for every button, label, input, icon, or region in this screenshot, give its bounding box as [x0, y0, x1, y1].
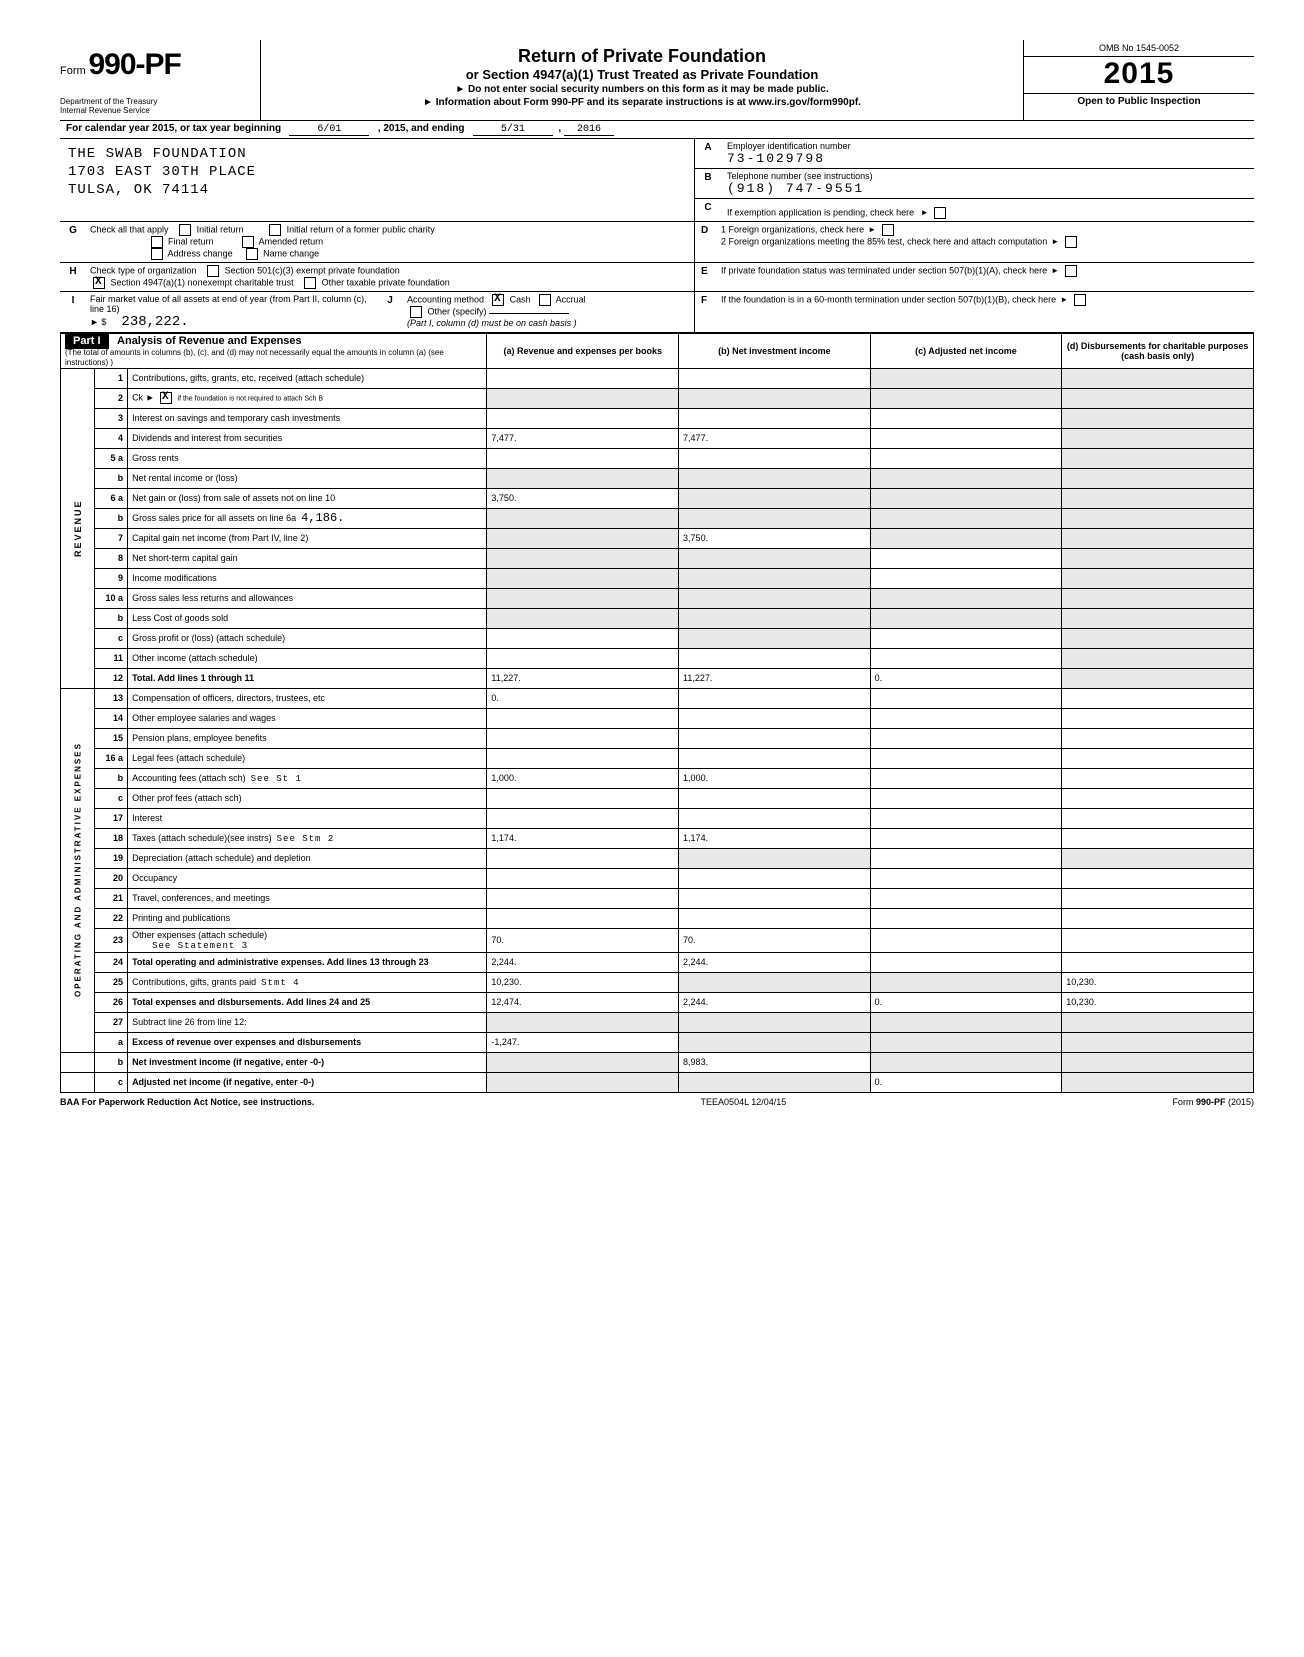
cal-end-m: 5/31 — [473, 124, 553, 136]
F-label: If the foundation is in a 60-month termi… — [721, 294, 1056, 304]
cal-label: For calendar year 2015, or tax year begi… — [66, 123, 281, 134]
J-label: Accounting method — [407, 294, 484, 304]
row-G: G Check all that apply Initial return In… — [60, 222, 1254, 263]
boxC-label: If exemption application is pending, che… — [727, 207, 914, 217]
schB-check[interactable] — [160, 392, 172, 404]
G-namechange[interactable] — [246, 248, 258, 260]
side-revenue: REVENUE — [61, 368, 95, 688]
row-H: H Check type of organization Section 501… — [60, 263, 1254, 292]
footer-mid: TEEA0504L 12/04/15 — [701, 1097, 787, 1107]
G-addrchange[interactable] — [151, 248, 163, 260]
fmv: 238,222. — [121, 314, 188, 330]
title-block: Return of Private Foundation or Section … — [260, 40, 1024, 120]
D1-check[interactable] — [882, 224, 894, 236]
title-note2: ► Information about Form 990-PF and its … — [265, 97, 1019, 108]
org-address: THE SWAB FOUNDATION 1703 EAST 30TH PLACE… — [60, 139, 694, 221]
org-name: THE SWAB FOUNDATION — [68, 145, 686, 163]
open-inspection: Open to Public Inspection — [1024, 94, 1254, 109]
arrow-icon — [864, 224, 876, 234]
header-grid: THE SWAB FOUNDATION 1703 EAST 30TH PLACE… — [60, 139, 1254, 222]
G-label: Check all that apply — [90, 224, 169, 234]
part1-label: Part I — [65, 333, 109, 349]
boxA-label: Employer identification number — [727, 141, 1248, 151]
E-check[interactable] — [1065, 265, 1077, 277]
form-number-block: Form 990-PF Department of the Treasury I… — [60, 40, 260, 120]
form-header: Form 990-PF Department of the Treasury I… — [60, 40, 1254, 121]
I-label: Fair market value of all assets at end o… — [90, 294, 367, 314]
title-sub: or Section 4947(a)(1) Trust Treated as P… — [265, 67, 1019, 82]
D2: 2 Foreign organizations meeting the 85% … — [721, 236, 1047, 246]
cal-begin: 6/01 — [289, 124, 369, 136]
title-note1: ► Do not enter social security numbers o… — [265, 84, 1019, 95]
colB: (b) Net investment income — [679, 333, 871, 368]
footer-right: Form 990-PF (2015) — [1172, 1097, 1254, 1107]
H-other[interactable] — [304, 277, 316, 289]
H-4947[interactable] — [93, 277, 105, 289]
arrow-icon — [917, 207, 929, 217]
footer-left: BAA For Paperwork Reduction Act Notice, … — [60, 1097, 314, 1107]
arrow-icon — [1047, 265, 1059, 275]
H-501c3[interactable] — [207, 265, 219, 277]
D2-check[interactable] — [1065, 236, 1077, 248]
part1-title: Analysis of Revenue and Expenses — [111, 333, 308, 349]
part1-table: Part I Analysis of Revenue and Expenses … — [60, 333, 1254, 1093]
omb: OMB No 1545-0052 — [1024, 40, 1254, 57]
cal-mid: , 2015, and ending — [378, 123, 465, 134]
cal-end-y: 2016 — [564, 124, 614, 136]
tax-year: 2015 — [1024, 57, 1254, 94]
footer: BAA For Paperwork Reduction Act Notice, … — [60, 1093, 1254, 1107]
right-block: OMB No 1545-0052 2015 Open to Public Ins… — [1024, 40, 1254, 120]
G-initial-former[interactable] — [269, 224, 281, 236]
H-label: Check type of organization — [90, 265, 197, 275]
G-amended[interactable] — [242, 236, 254, 248]
form-word: Form — [60, 65, 86, 77]
ein: 73-1029798 — [727, 151, 1248, 166]
right-stack: A Employer identification number 73-1029… — [694, 139, 1254, 221]
J-note: (Part I, column (d) must be on cash basi… — [407, 318, 577, 328]
colC: (c) Adjusted net income — [870, 333, 1062, 368]
J-cash[interactable] — [492, 294, 504, 306]
org-addr1: 1703 EAST 30TH PLACE — [68, 163, 686, 181]
colA: (a) Revenue and expenses per books — [487, 333, 679, 368]
form-number: 990-PF — [88, 48, 180, 81]
side-opex: OPERATING AND ADMINISTRATIVE EXPENSES — [61, 688, 95, 1052]
dept-treasury: Department of the Treasury Internal Reve… — [60, 98, 250, 116]
part1-note: (The total of amounts in columns (b), (c… — [65, 348, 444, 367]
colD: (d) Disbursements for charitable purpose… — [1062, 333, 1254, 368]
boxB-label: Telephone number (see instructions) — [727, 171, 1248, 181]
F-check[interactable] — [1074, 294, 1086, 306]
boxC-check[interactable] — [934, 207, 946, 219]
G-final[interactable] — [151, 236, 163, 248]
phone: (918) 747-9551 — [727, 181, 1248, 196]
title-main: Return of Private Foundation — [265, 46, 1019, 67]
E-label: If private foundation status was termina… — [721, 265, 1047, 275]
row-IJ: I Fair market value of all assets at end… — [60, 292, 1254, 333]
org-addr2: TULSA, OK 74114 — [68, 181, 686, 199]
G-initial[interactable] — [179, 224, 191, 236]
J-other[interactable] — [410, 306, 422, 318]
J-accrual[interactable] — [539, 294, 551, 306]
calendar-year-row: For calendar year 2015, or tax year begi… — [60, 121, 1254, 139]
arrow-icon — [1047, 236, 1059, 246]
arrow-icon — [1056, 294, 1068, 304]
D1: 1 Foreign organizations, check here — [721, 224, 864, 234]
